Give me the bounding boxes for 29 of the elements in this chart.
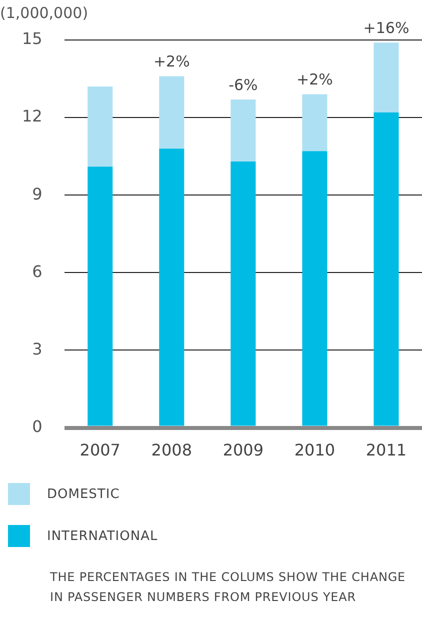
bar bbox=[88, 166, 113, 426]
y-tick-label: 12 bbox=[22, 106, 42, 126]
x-tick-label: 2008 bbox=[151, 440, 192, 460]
y-tick-label: 9 bbox=[32, 184, 42, 204]
annotation: +16% bbox=[363, 18, 410, 37]
legend-label: INTERNATIONAL bbox=[47, 528, 158, 544]
bar bbox=[302, 94, 328, 152]
annotation: -6% bbox=[228, 76, 258, 94]
bar bbox=[374, 42, 399, 112]
x-tick-label: 2009 bbox=[222, 440, 264, 460]
bar bbox=[159, 148, 184, 426]
annotation: +2% bbox=[296, 70, 333, 89]
bar bbox=[230, 99, 256, 162]
y-tick-label: 15 bbox=[22, 29, 42, 48]
text: THE PERCENTAGES IN THE COLUMS SHOW THE CHANGE IN PASSENGER NUMBERS FROM PREVIOUS YEAR bbox=[50, 569, 406, 606]
bar bbox=[230, 162, 256, 426]
x-tick-label: 2011 bbox=[366, 440, 407, 460]
legend-label: DOMESTIC bbox=[47, 486, 120, 502]
x-tick-label: 2007 bbox=[80, 440, 120, 460]
x-tick-label: 2010 bbox=[294, 440, 336, 460]
y-tick-label: 6 bbox=[32, 262, 42, 281]
annotation: +2% bbox=[153, 52, 190, 71]
bar bbox=[88, 86, 113, 167]
y-axis-title: (1,000,000) bbox=[0, 4, 88, 22]
y-tick-label: 3 bbox=[32, 339, 42, 358]
bar bbox=[374, 112, 399, 426]
y-tick-label: 0 bbox=[32, 416, 42, 436]
bar bbox=[159, 76, 184, 149]
bar bbox=[302, 151, 328, 426]
